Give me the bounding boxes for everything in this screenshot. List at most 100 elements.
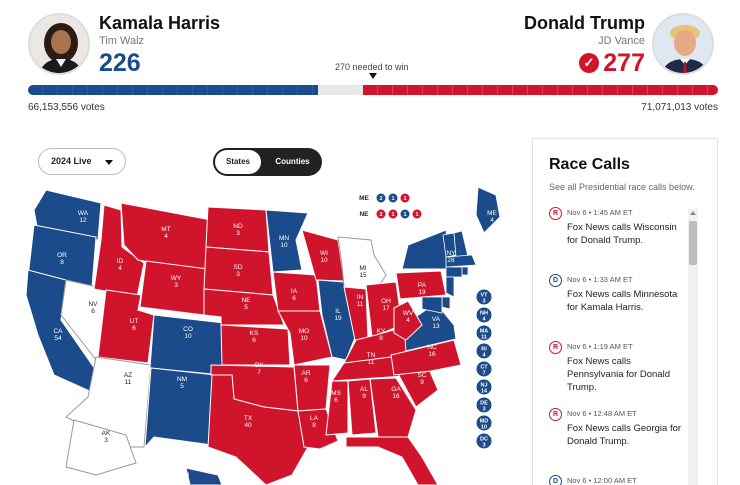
- rep-bar-fill: [362, 85, 718, 95]
- scroll-up-icon[interactable]: [690, 211, 696, 215]
- state-label-ne: NE: [241, 297, 251, 304]
- district-marker[interactable]: [400, 209, 410, 219]
- electoral-map[interactable]: WA12OR8CA54NV6ID4MT4WY3UT6AZ11CO10NM5ND3…: [26, 185, 506, 485]
- state-label-ks: KS: [250, 330, 259, 337]
- state-ct[interactable]: [445, 266, 463, 278]
- state-nh[interactable]: [453, 230, 469, 258]
- small-state-label: DC: [480, 437, 488, 443]
- small-state-md[interactable]: [476, 415, 492, 431]
- small-state-ma[interactable]: [476, 325, 492, 341]
- small-state-nh[interactable]: [476, 307, 492, 323]
- district-marker[interactable]: [376, 193, 386, 203]
- state-ev-va: 13: [432, 323, 440, 330]
- state-label-co: CO: [183, 326, 193, 333]
- states-counties-toggle[interactable]: States Counties: [213, 148, 322, 176]
- state-label-ms: MS: [331, 390, 341, 397]
- state-id[interactable]: [93, 204, 145, 298]
- state-ak[interactable]: [65, 419, 137, 476]
- chevron-down-icon: [105, 160, 113, 165]
- small-state-dc[interactable]: [476, 433, 492, 449]
- state-md[interactable]: [421, 296, 443, 314]
- state-ar[interactable]: [293, 364, 331, 412]
- state-label-id: ID: [117, 258, 124, 265]
- year-select-value: 2024 Live: [51, 156, 92, 166]
- state-al[interactable]: [347, 378, 377, 436]
- state-ev-mn: 10: [280, 242, 288, 249]
- small-state-ct[interactable]: [476, 361, 492, 377]
- state-ev-ok: 7: [257, 369, 261, 376]
- district-marker[interactable]: [400, 193, 410, 203]
- scrollbar-thumb[interactable]: [689, 221, 697, 265]
- race-calls-title: Race Calls: [549, 156, 630, 173]
- small-state-nj[interactable]: [476, 379, 492, 395]
- state-label-pa: PA: [418, 282, 427, 289]
- race-call-time: Nov 6 • 12:48 AM ET: [567, 409, 637, 418]
- state-label-la: LA: [310, 415, 319, 422]
- state-ev-ny: 28: [447, 257, 455, 264]
- person-icon: [30, 15, 88, 73]
- needed-to-win-label: 270 needed to win: [335, 62, 409, 72]
- state-ri[interactable]: [461, 266, 469, 276]
- state-ev-mt: 4: [164, 233, 168, 240]
- district-marker[interactable]: [412, 209, 422, 219]
- state-ev-nc: 16: [428, 351, 436, 358]
- state-ks[interactable]: [220, 324, 291, 366]
- state-nm[interactable]: [144, 367, 217, 449]
- state-label-mn: MN: [279, 235, 289, 242]
- state-label-wa: WA: [78, 210, 89, 217]
- scrollbar-track[interactable]: [688, 209, 698, 485]
- dem-electoral-votes: 226: [99, 49, 141, 77]
- person-icon: [654, 15, 712, 73]
- state-ev-or: 8: [60, 259, 64, 266]
- toggle-counties[interactable]: Counties: [275, 157, 310, 166]
- district-marker[interactable]: [388, 193, 398, 203]
- year-select[interactable]: 2024 Live: [38, 148, 126, 175]
- state-ev-me: 4: [490, 217, 494, 224]
- state-ev-ia: 6: [292, 295, 296, 302]
- race-call-text: Fox News calls Georgia for Donald Trump.: [567, 423, 682, 447]
- state-nj[interactable]: [445, 276, 455, 298]
- state-label-ak: AK: [102, 430, 111, 437]
- state-mo[interactable]: [277, 310, 333, 366]
- district-value: 1: [415, 212, 418, 218]
- state-ev-wi: 10: [320, 257, 328, 264]
- small-state-label: MD: [480, 419, 489, 425]
- state-label-or: OR: [57, 252, 67, 259]
- state-ga[interactable]: [369, 377, 417, 438]
- state-me[interactable]: [475, 186, 501, 234]
- state-label-ca: CA: [53, 328, 63, 335]
- state-label-az: AZ: [124, 372, 132, 379]
- district-value: 1: [391, 196, 394, 202]
- district-marker[interactable]: [376, 209, 386, 219]
- state-ma[interactable]: [445, 254, 477, 268]
- district-marker[interactable]: [388, 209, 398, 219]
- small-state-de[interactable]: [476, 397, 492, 413]
- state-de[interactable]: [441, 296, 451, 310]
- party-badge: R: [549, 207, 562, 220]
- state-wv[interactable]: [393, 300, 423, 341]
- state-label-mi: MI: [359, 265, 366, 272]
- state-label-ia: IA: [291, 288, 298, 295]
- state-mn[interactable]: [265, 209, 309, 273]
- state-label-sc: SC: [417, 372, 426, 379]
- state-ev-tx: 40: [244, 422, 252, 429]
- party-badge: D: [549, 475, 562, 485]
- small-state-label: DE: [480, 401, 488, 407]
- race-call-time: Nov 6 • 12:00 AM ET: [567, 476, 637, 485]
- small-state-vt[interactable]: [476, 289, 492, 305]
- state-pa[interactable]: [395, 270, 447, 300]
- state-ms[interactable]: [325, 380, 349, 436]
- party-badge: D: [549, 274, 562, 287]
- rep-electoral-votes: 277: [603, 49, 645, 77]
- electoral-vote-bar: [28, 85, 718, 95]
- state-label-wi: WI: [320, 250, 328, 257]
- race-call-time: Nov 6 • 1:45 AM ET: [567, 208, 633, 217]
- state-fl[interactable]: [345, 436, 439, 485]
- state-hi[interactable]: [185, 467, 223, 485]
- state-label-sd: SD: [233, 264, 242, 271]
- dem-bar-fill: [28, 85, 318, 95]
- state-ev-id: 4: [118, 265, 122, 272]
- race-call-text: Fox News calls Wisconsin for Donald Trum…: [567, 222, 677, 246]
- small-state-ri[interactable]: [476, 343, 492, 359]
- toggle-states[interactable]: States: [215, 150, 261, 174]
